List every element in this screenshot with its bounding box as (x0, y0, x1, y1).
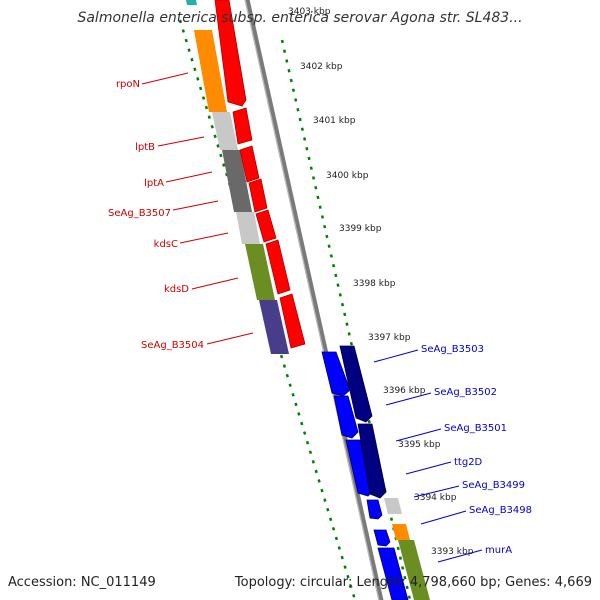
kbp-label: 3393 kbp (431, 547, 474, 557)
gene-arrow-red (255, 209, 277, 243)
gene-arrow-navy (339, 345, 373, 423)
gene-arrow-red (232, 107, 253, 145)
gene-arrow-red (239, 145, 260, 183)
gene-arrow-red (279, 293, 306, 349)
gene-arrow-red (248, 178, 268, 213)
gene-label-leader (165, 171, 213, 183)
kbp-label: 3395 kbp (398, 440, 441, 450)
kbp-axis: 3403 kbp 3402 kbp 3401 kbp 3400 kbp 3399… (288, 7, 474, 557)
kbp-label: 3403 kbp (288, 7, 331, 17)
cds-block-orange-2 (392, 524, 410, 540)
gene-label-SeAg_B3502[interactable]: SeAg_B3502 (434, 387, 497, 398)
gene-arrow-blue (366, 499, 383, 520)
gene-label-ttg2D[interactable]: ttg2D (454, 457, 483, 468)
forward-arrow-column (321, 345, 430, 600)
genome-backbone-highlight (244, 0, 380, 600)
gene-label-kdsD[interactable]: kdsD (164, 284, 189, 295)
kbp-label: 3397 kbp (368, 333, 411, 343)
kbp-label: 3401 kbp (313, 116, 356, 126)
kbp-label: 3399 kbp (339, 224, 382, 234)
cds-block-light-gray-3 (384, 498, 402, 514)
gene-label-leader (437, 549, 483, 563)
gene-label-SeAg_B3499[interactable]: SeAg_B3499 (462, 480, 525, 491)
genome-summary-text: Topology: circular; Length: 4,798,660 bp… (234, 575, 592, 590)
gene-label-rpoN[interactable]: rpoN (116, 79, 140, 90)
gene-label-murA[interactable]: murA (485, 545, 512, 556)
reverse-gene-labels: rpoN lptB lptA SeAg_B3507 kdsC kdsD SeAg… (108, 72, 254, 351)
gene-label-leader (373, 349, 419, 363)
accession-text: Accession: NC_011149 (8, 575, 156, 590)
kbp-label: 3394 kbp (414, 493, 457, 503)
gene-arrow-blue (333, 395, 359, 439)
gene-arrow-blue (321, 351, 351, 397)
gene-label-SeAg_B3507[interactable]: SeAg_B3507 (108, 208, 171, 219)
reverse-arrow-column (214, 0, 306, 349)
gene-label-leader (420, 510, 467, 525)
gene-label-leader (385, 392, 432, 406)
cds-block-olive-2 (398, 540, 430, 600)
kbp-label: 3396 kbp (383, 386, 426, 396)
gene-label-leader (141, 72, 189, 85)
cds-block-dark-gray (222, 150, 252, 212)
reverse-feature-column (186, 0, 289, 354)
genome-backbone (244, 0, 384, 600)
gene-label-leader (405, 461, 452, 475)
gene-label-kdsC[interactable]: kdsC (154, 239, 178, 250)
cds-block-teal (186, 0, 197, 5)
gene-label-SeAg_B3498[interactable]: SeAg_B3498 (469, 505, 532, 516)
gene-label-leader (413, 485, 460, 498)
cds-block-slate (259, 300, 289, 354)
kbp-label: 3398 kbp (353, 279, 396, 289)
cds-block-orange (194, 30, 227, 112)
gene-arrow-red (214, 0, 247, 107)
gene-arrow-blue (373, 529, 391, 547)
gene-label-leader (179, 232, 229, 244)
cds-block-light-gray-1 (212, 112, 238, 150)
gene-label-SeAg_B3503[interactable]: SeAg_B3503 (421, 344, 484, 355)
gene-label-leader (172, 200, 219, 211)
gene-label-leader (395, 428, 442, 442)
kbp-label: 3402 kbp (300, 62, 343, 72)
gene-label-SeAg_B3501[interactable]: SeAg_B3501 (444, 423, 507, 434)
gene-label-leader (191, 277, 239, 290)
gene-arrow-navy (357, 423, 387, 499)
cds-block-olive (245, 244, 275, 300)
gene-arrow-red (265, 239, 291, 295)
forward-gene-labels: SeAg_B3503 SeAg_B3502 SeAg_B3501 ttg2D S… (373, 344, 532, 563)
kbp-label: 3400 kbp (326, 171, 369, 181)
gene-label-lptA[interactable]: lptA (144, 178, 164, 189)
gene-label-leader (157, 136, 205, 147)
genome-title: Salmonella enterica subsp. enterica sero… (77, 10, 522, 26)
gene-arrow-blue (377, 547, 409, 600)
gene-label-lptB[interactable]: lptB (135, 142, 155, 153)
gene-label-leader (206, 332, 254, 345)
cds-block-light-gray-2 (236, 212, 260, 244)
gene-label-SeAg_B3504[interactable]: SeAg_B3504 (141, 340, 204, 351)
